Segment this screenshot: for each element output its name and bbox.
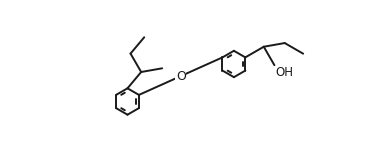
Text: OH: OH	[276, 66, 294, 79]
Text: O: O	[176, 70, 186, 83]
